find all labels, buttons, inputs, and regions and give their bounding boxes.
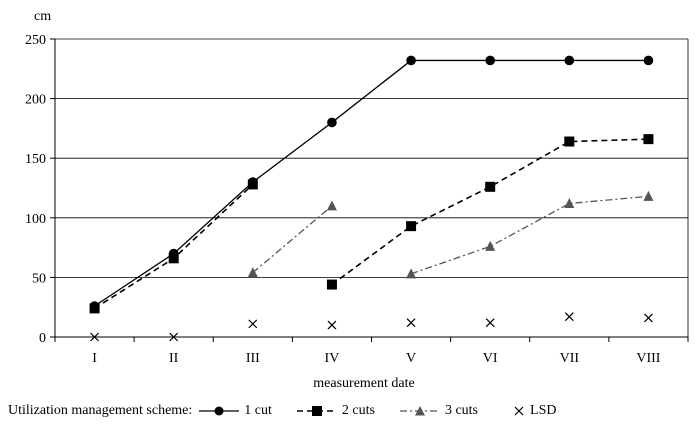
series-layer (89, 55, 654, 342)
x-tick-label: VI (483, 351, 498, 366)
series-line (331, 138, 649, 286)
data-point-x (644, 313, 653, 323)
legend-label: 3 cuts (444, 403, 479, 418)
series-line (252, 205, 333, 274)
data-point-triangle (485, 240, 496, 251)
series-line (94, 59, 649, 307)
data-point-triangle (643, 190, 654, 201)
legend-x-marker-icon (514, 406, 524, 416)
gridlines (55, 38, 689, 337)
y-tick-label: 250 (25, 33, 46, 48)
data-point-square (89, 303, 100, 314)
legend-label: 1 cut (244, 403, 272, 418)
legend-item-2-cuts: 2 cuts (296, 403, 375, 419)
data-point-x (169, 332, 179, 342)
legend-square-marker-icon (296, 406, 337, 416)
legend-label: 2 cuts (341, 403, 375, 418)
y-tick-label: 50 (32, 271, 46, 286)
data-point-circle (327, 117, 337, 128)
legend-triangle-marker-icon (399, 406, 440, 416)
x-tick-label: VIII (636, 351, 660, 366)
legend-item-lsd: LSD (512, 403, 556, 419)
legend-label: LSD (530, 403, 557, 418)
data-point-x (564, 312, 574, 322)
data-point-square (247, 179, 258, 190)
data-point-square (643, 134, 654, 145)
legend-item-1-cut: 1 cut (198, 403, 272, 419)
data-point-circle (406, 55, 416, 66)
data-point-x (406, 318, 416, 328)
series-line (410, 195, 649, 275)
data-point-square (406, 221, 417, 232)
y-tick-label: 100 (25, 212, 46, 227)
y-tick-label: 200 (25, 93, 46, 108)
data-point-square (168, 253, 179, 264)
y-axis-label: cm (34, 9, 51, 24)
y-tick-label: 150 (25, 152, 46, 167)
x-tick-label: IV (325, 351, 340, 366)
x-tick-label: I (92, 351, 97, 366)
data-point-x (327, 320, 337, 330)
legend-title: Utilization management scheme: (8, 403, 193, 418)
legend-circle-marker-icon (199, 406, 240, 416)
data-point-triangle (326, 200, 337, 211)
data-point-circle (643, 55, 654, 66)
x-tick-label: V (406, 351, 416, 366)
data-point-circle (485, 55, 495, 66)
data-point-triangle (564, 197, 575, 208)
x-tick-label: II (169, 351, 179, 366)
axis-labels: cm measurement date (34, 9, 415, 391)
y-tick-label: 0 (39, 331, 46, 346)
legend-item-3-cuts: 3 cuts (399, 403, 478, 419)
legend: Utilization management scheme: 1 cut 2 c… (8, 400, 694, 422)
data-point-triangle (247, 267, 258, 278)
data-point-x (248, 319, 258, 329)
data-point-square (485, 181, 496, 192)
data-point-x (485, 318, 495, 328)
data-point-square (326, 279, 337, 290)
x-axis-label: measurement date (313, 376, 414, 391)
data-point-square (564, 136, 575, 147)
x-tick-label: VII (560, 351, 580, 366)
data-point-circle (564, 55, 575, 66)
data-point-triangle (406, 268, 417, 279)
data-point-x (90, 332, 99, 342)
x-tick-label: III (246, 351, 260, 366)
